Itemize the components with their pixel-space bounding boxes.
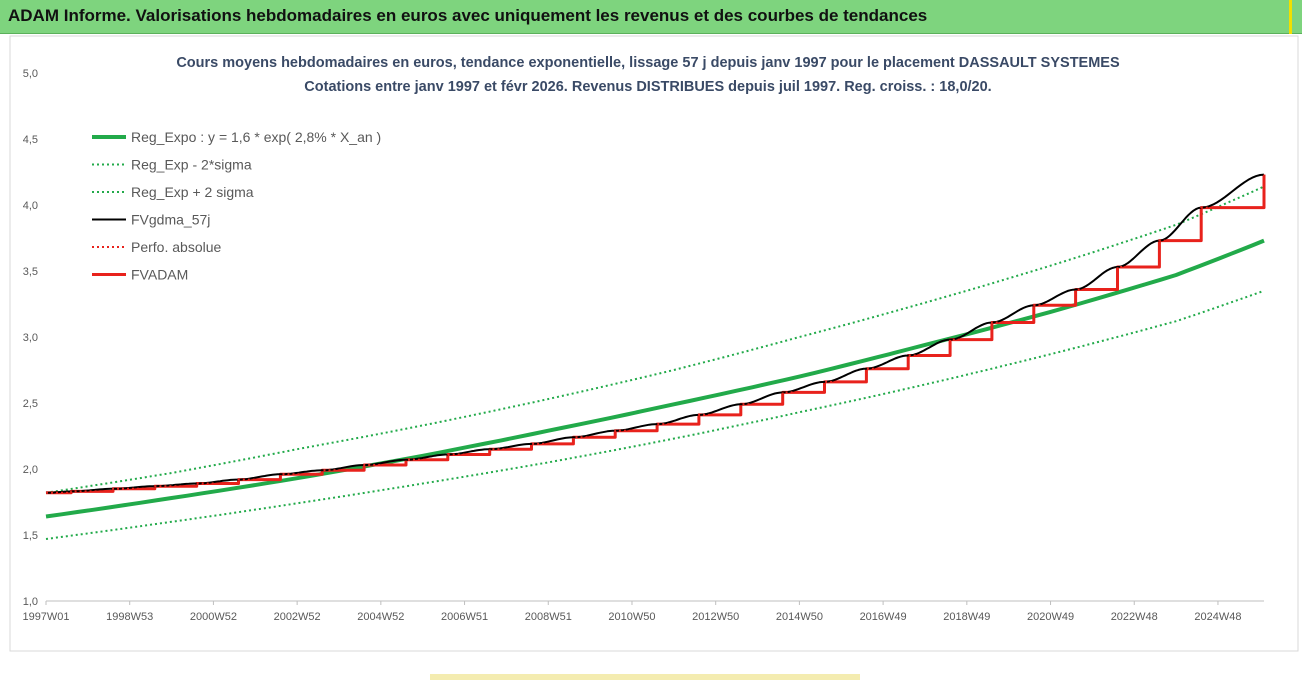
series-line-5 — [46, 174, 1266, 495]
y-tick-label: 2,5 — [23, 398, 38, 410]
x-tick-label: 2008W51 — [525, 611, 572, 623]
y-tick-label: 3,0 — [23, 332, 38, 344]
y-tick-label: 4,5 — [23, 134, 38, 146]
series-layer — [45, 173, 1266, 540]
x-tick-label: 2010W50 — [608, 611, 655, 623]
x-tick-label: 2004W52 — [357, 611, 404, 623]
x-tick-label: 2014W50 — [776, 611, 823, 623]
x-tick-label: 2016W49 — [860, 611, 907, 623]
chart-frame: Cours moyens hebdomadaires en euros, ten… — [0, 34, 1302, 680]
series-line-0 — [45, 238, 1265, 519]
chart-svg: Cours moyens hebdomadaires en euros, ten… — [9, 35, 1299, 652]
x-tick-label: 1997W01 — [22, 611, 69, 623]
header-banner: ADAM Informe. Valorisations hebdomadaire… — [0, 0, 1302, 34]
x-tick-label: 2018W49 — [943, 611, 990, 623]
legend-label: Reg_Exp + 2 sigma — [131, 184, 254, 200]
legend-label: Reg_Expo : y = 1,6 * exp( 2,8% * X_an ) — [131, 129, 381, 145]
chart-border — [9, 35, 1299, 652]
scroll-strip — [430, 674, 860, 680]
legend-label: Perfo. absolue — [131, 239, 221, 255]
y-tick-label: 4,0 — [23, 200, 38, 212]
x-tick-label: 2022W48 — [1111, 611, 1158, 623]
y-tick-label: 3,5 — [23, 266, 38, 278]
page-title: ADAM Informe. Valorisations hebdomadaire… — [8, 6, 928, 25]
x-tick-label: 1998W53 — [106, 611, 153, 623]
banner-edge-marker — [1283, 0, 1292, 34]
legend-label: FVADAM — [131, 267, 188, 283]
chart-subtitle: Cotations entre janv 1997 et févr 2026. … — [304, 79, 991, 95]
x-tick-label: 2012W50 — [692, 611, 739, 623]
axes: 1,0 1,5 2,0 2,5 3,0 3,5 4,0 4,5 5,0 1997W01 1998W5… — [22, 68, 1264, 623]
series-line-3 — [45, 173, 1265, 494]
series-line-1 — [45, 289, 1265, 540]
y-tick-label: 5,0 — [23, 68, 38, 80]
legend: Reg_Expo : y = 1,6 * exp( 2,8% * X_an ) R… — [92, 129, 381, 283]
chart-title: Cours moyens hebdomadaires en euros, ten… — [176, 55, 1120, 71]
y-tick-label: 2,0 — [23, 464, 38, 476]
y-tick-label: 1,0 — [23, 596, 38, 608]
y-tick-label: 1,5 — [23, 530, 38, 542]
x-tick-label: 2002W52 — [274, 611, 321, 623]
legend-label: Reg_Exp - 2*sigma — [131, 157, 252, 173]
x-tick-label: 2020W49 — [1027, 611, 1074, 623]
x-tick-label: 2006W51 — [441, 611, 488, 623]
legend-label: FVgdma_57j — [131, 212, 210, 228]
x-tick-label: 2000W52 — [190, 611, 237, 623]
series-line-2 — [45, 185, 1265, 494]
series-line-4 — [46, 174, 1265, 494]
x-tick-label: 2024W48 — [1194, 611, 1241, 623]
